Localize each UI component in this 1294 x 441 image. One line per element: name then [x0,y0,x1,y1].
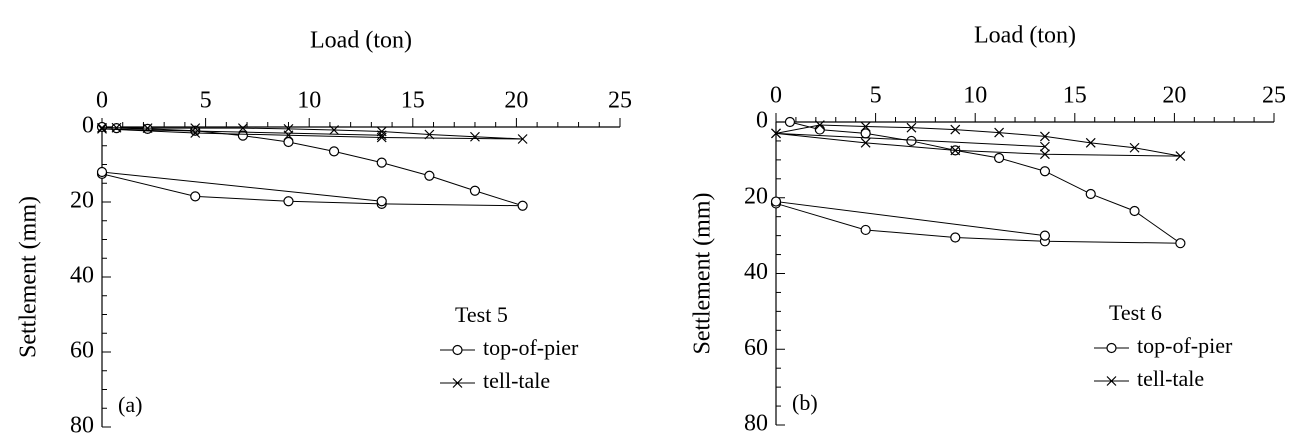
marker [283,196,294,207]
marker [97,122,107,133]
x-axis-label: Load (ton) [310,28,412,54]
x-tick-label: 15 [1063,83,1087,109]
y-tick-label: 80 [70,413,94,437]
x-axis-label: Load (ton) [974,23,1076,49]
legend-title: Test 6 [1109,300,1162,325]
x-tick-label: 5 [200,88,212,114]
marker [190,123,201,134]
marker [1085,188,1096,200]
legend-title: Test 5 [455,302,508,327]
marker [994,152,1005,164]
marker [1175,151,1186,162]
series-line [775,121,1182,244]
marker [469,185,481,196]
marker [860,224,871,236]
marker [1039,149,1050,160]
marker [283,136,294,148]
y-tick-label: 60 [744,335,768,361]
marker [424,170,435,181]
marker [1039,131,1050,142]
marker [97,123,107,134]
x-tick-label: 0 [770,83,782,109]
x-tick-label: 10 [297,88,321,114]
legend-label: tell-tale [483,368,550,393]
y-axis-label: Settlement (mm) [16,196,42,358]
marker [237,123,248,134]
x-tick-label: 10 [963,83,987,109]
marker [470,131,480,142]
y-tick-label: 20 [744,183,768,209]
y-tick-label: 0 [756,108,768,134]
y-tick-label: 40 [70,263,94,289]
marker [1039,141,1050,152]
marker [860,121,871,132]
marker [950,124,961,135]
marker [950,232,961,243]
marker [376,132,387,143]
x-tick-label: 25 [608,88,632,114]
marker [96,166,108,178]
marker [1085,137,1096,148]
marker [424,129,435,140]
marker [328,146,340,157]
marker [142,123,153,134]
legend-marker [1106,376,1117,386]
marker [283,130,294,141]
marker [517,200,528,211]
marker [814,124,825,135]
marker [950,145,961,156]
marker [111,122,122,133]
marker [771,128,781,139]
marker [1039,230,1051,241]
marker [237,130,248,141]
marker [190,191,201,202]
x-tick-label: 20 [1162,83,1186,109]
x-tick-label: 15 [401,88,425,114]
y-tick-label: 0 [82,113,94,139]
marker [860,137,871,148]
marker [770,196,782,207]
x-tick-label: 25 [1262,83,1286,109]
x-tick-label: 0 [96,88,108,114]
y-tick-label: 20 [70,188,94,214]
marker [329,125,339,135]
marker [376,157,387,168]
x-tick-label: 20 [504,88,528,114]
marker [517,134,528,144]
legend-label: top-of-pier [483,335,579,360]
marker [906,135,917,147]
series-line [101,127,523,140]
legend-label: top-of-pier [1137,333,1233,358]
marker [1129,142,1140,153]
y-tick-label: 80 [744,411,768,437]
marker [1039,166,1051,177]
marker [376,130,387,141]
marker [994,127,1005,138]
x-tick-label: 5 [870,83,882,109]
legend-marker [1106,342,1117,354]
marker [784,116,796,128]
marker [814,120,825,130]
marker [906,122,917,133]
marker [1129,205,1140,217]
legend-marker [452,344,463,356]
panel-label: (a) [118,392,142,417]
series-line [775,124,1181,157]
legend-marker [452,378,463,388]
marker [376,196,387,207]
panel: 0 5 10 15 20 25 0 20 40 60 80 Load (ton) Settlement … [16,28,633,439]
y-tick-label: 40 [744,259,768,285]
legend-label: tell-tale [1137,366,1204,391]
marker [190,128,201,138]
panel-label: (b) [792,390,818,415]
y-tick-label: 60 [70,338,94,364]
y-axis-label: Settlement (mm) [690,193,716,355]
panel: 0 5 10 15 20 25 0 20 40 60 80 Load (ton) Settlement … [690,23,1287,437]
marker [1175,238,1186,249]
